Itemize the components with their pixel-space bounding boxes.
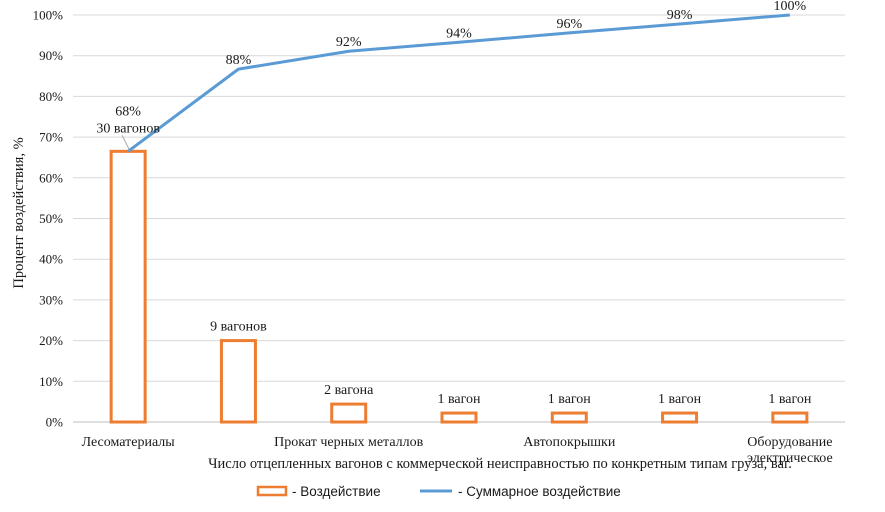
y-tick-label: 0%: [46, 415, 64, 430]
cumulative-data-label: 88%: [226, 53, 252, 68]
y-tick-label: 90%: [39, 48, 63, 63]
bar-data-label: 2 вагона: [324, 383, 374, 398]
bar: [440, 411, 478, 424]
gridlines: [73, 14, 845, 423]
cumulative-data-label: 94%: [446, 26, 472, 41]
bar-data-label: 1 вагон: [548, 392, 592, 407]
y-tick-label: 80%: [39, 89, 63, 104]
data-labels: 30 вагонов 9 вагонов 2 вагона 1 вагон 1 ваго…: [96, 0, 812, 407]
bar-data-label: 30 вагонов: [96, 121, 160, 136]
x-axis-title: Число отцепленных вагонов с коммерческой…: [208, 456, 792, 472]
y-tick-label: 10%: [39, 374, 63, 389]
label-leader-line: [121, 135, 130, 150]
x-category-label: Лесоматериалы: [82, 435, 176, 450]
bar-data-label: 1 вагон: [437, 392, 481, 407]
x-axis-categories: Лесоматериалы Прокат черных металлов Автоп…: [82, 435, 833, 466]
legend-bar-label: - Воздействие: [292, 484, 381, 499]
x-category-label: Автопокрышки: [523, 435, 616, 450]
cumulative-series-line: [127, 13, 790, 153]
legend: - Воздействие - Суммарное воздействие: [256, 484, 621, 499]
cumulative-data-label: 92%: [336, 35, 362, 50]
bar-data-label: 1 вагон: [768, 392, 812, 407]
bar-data-label: 1 вагон: [658, 392, 702, 407]
y-axis-ticks: 0% 10% 20% 30% 40% 50% 60% 70% 80% 90% 100%: [33, 8, 64, 430]
y-tick-label: 100%: [33, 8, 64, 23]
bars: [109, 149, 809, 424]
cumulative-data-label: 100%: [774, 0, 807, 14]
y-tick-label: 30%: [39, 292, 63, 307]
legend-line-label: - Суммарное воздействие: [458, 484, 621, 499]
legend-bar-swatch: [256, 485, 288, 497]
bar-data-label: 9 вагонов: [210, 320, 267, 335]
cumulative-data-label: 96%: [556, 17, 582, 32]
y-tick-label: 60%: [39, 170, 63, 185]
cumulative-line: [127, 13, 790, 153]
bar: [771, 411, 809, 424]
bar: [550, 411, 588, 424]
y-tick-label: 50%: [39, 211, 63, 226]
y-tick-label: 70%: [39, 130, 63, 145]
bar: [661, 411, 699, 424]
bar: [109, 149, 147, 424]
x-category-label: Прокат черных металлов: [274, 435, 423, 450]
y-axis-title: Процент воздействия, %: [11, 137, 27, 288]
y-tick-label: 40%: [39, 252, 63, 267]
bar: [219, 339, 257, 424]
y-tick-label: 20%: [39, 333, 63, 348]
cumulative-data-label: 98%: [667, 8, 693, 23]
bar: [330, 402, 368, 424]
x-category-label: Оборудование электрическое: [747, 435, 833, 466]
cumulative-data-label: 68%: [115, 104, 141, 119]
